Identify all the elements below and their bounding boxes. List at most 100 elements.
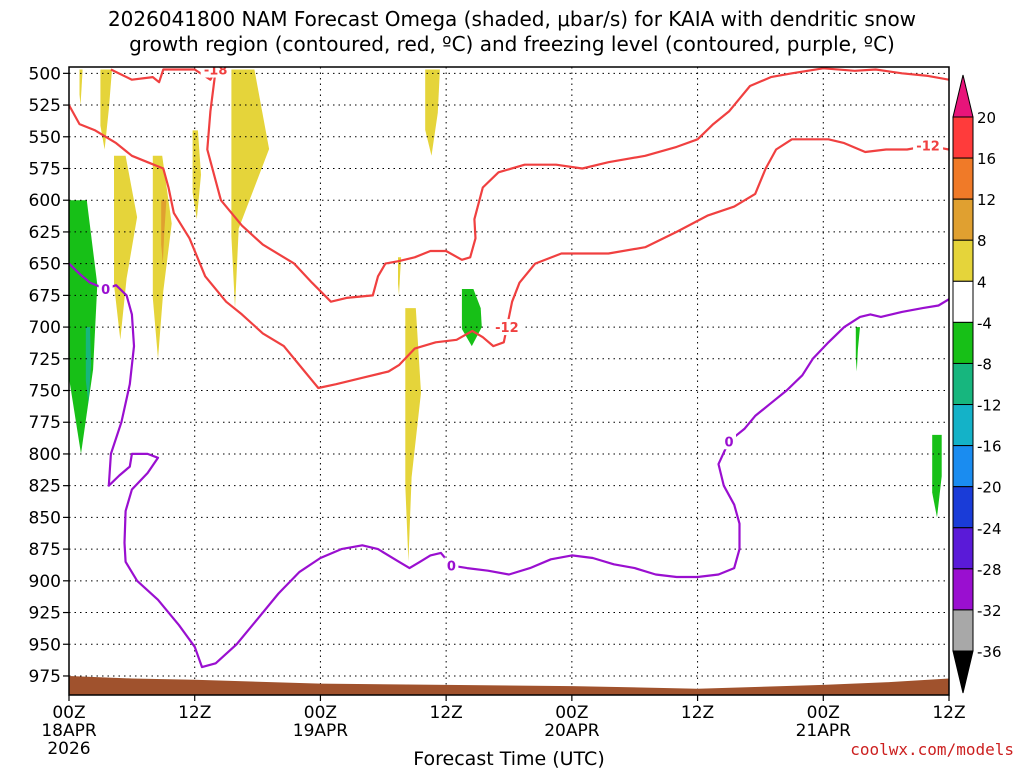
omega-region-2-2 (855, 327, 860, 372)
freezing-level-contour-label: 0 (101, 283, 110, 298)
y-tick-label: 850 (29, 508, 61, 528)
freezing-level-contour-label: 0 (724, 435, 733, 450)
colorbar-swatch (952, 157, 974, 200)
y-tick-label: 775 (29, 413, 61, 433)
colorbar-swatch (952, 198, 974, 241)
colorbar-tick-label: 8 (977, 232, 987, 250)
y-tick-label: 500 (29, 64, 61, 84)
y-tick-label: 625 (29, 223, 61, 243)
dendritic-zone-contour-line (110, 67, 949, 303)
x-tick-label: 12Z (932, 703, 965, 723)
colorbar-tick-label: -4 (977, 314, 992, 332)
y-tick-label: 600 (29, 191, 61, 211)
x-tick-label: 00Z (807, 703, 840, 723)
dendritic-zone-contour-label: -12 (495, 321, 519, 336)
plot-frame (68, 66, 950, 696)
omega-region-0-8 (405, 308, 421, 562)
dendritic-zone-contour-label-bg (913, 137, 944, 154)
y-tick-label: 900 (29, 572, 61, 592)
y-tick-label: 550 (29, 128, 61, 148)
colorbar-tick-label: -8 (977, 355, 992, 373)
freezing-level-contour-line (69, 262, 949, 669)
y-tick-label: 825 (29, 477, 61, 497)
terrain-ground (69, 676, 949, 695)
colorbar-tick-label: 20 (977, 109, 996, 127)
omega-region-0-5 (231, 69, 270, 309)
y-tick-label: 975 (29, 667, 61, 687)
freezing-level-contour-label-bg (444, 557, 459, 574)
colorbar-tick-label: -20 (977, 479, 1002, 497)
x-tick-label: 00Z (304, 703, 337, 723)
colorbar-tick-label: 16 (977, 150, 996, 168)
omega-region-2-0 (69, 200, 98, 454)
colorbar-swatch (952, 445, 974, 488)
y-tick-label: 675 (29, 286, 61, 306)
x-tick-label: 12Z (178, 703, 211, 723)
x-tick-label: 12Z (681, 703, 714, 723)
x-tick-label: 00Z (555, 703, 588, 723)
temperature-contours: -18 -12 -12 0 0 0 (69, 64, 949, 669)
y-axis-pressure-ticks: 500 525 550 575 600 625 650 675 700 725 750 775 800 8… (29, 64, 69, 687)
y-tick-label: 650 (29, 255, 61, 275)
x-tick-label: 19APR (293, 721, 349, 741)
colorbar-swatch (952, 239, 974, 282)
colorbar-tick-label: -24 (977, 520, 1002, 538)
freezing-level-contour-label-bg (722, 433, 736, 450)
colorbar-tick-label: -36 (977, 643, 1002, 661)
colorbar-tick-label: -12 (977, 397, 1002, 415)
dendritic-zone-contour-label: -18 (204, 64, 228, 79)
colorbar: 20 16 12 8 4 -4 -8 -12 -16 -20 -24 -28 -32 -36 (952, 74, 1002, 694)
omega-region-0-1 (100, 69, 112, 150)
colorbar-swatch (952, 404, 974, 447)
dendritic-zone-contour-line (69, 104, 949, 390)
x-tick-label: 20APR (544, 721, 600, 741)
colorbar-swatch (952, 486, 974, 529)
x-tick-label: 12Z (430, 703, 463, 723)
omega-region-0-4 (192, 130, 201, 220)
colorbar-swatch (952, 116, 974, 159)
colorbar-swatch (952, 527, 974, 570)
omega-region-0-7 (398, 257, 402, 296)
colorbar-top-arrow (952, 74, 974, 118)
y-tick-label: 725 (29, 350, 61, 370)
credit-link[interactable]: coolwx.com/models (850, 740, 1014, 759)
omega-region-0-0 (79, 69, 83, 106)
colorbar-tick-label: -28 (977, 561, 1002, 579)
y-tick-label: 575 (29, 159, 61, 179)
colorbar-tick-label: 4 (977, 273, 987, 291)
freezing-level-contour-label: 0 (447, 560, 456, 575)
omega-region-3-0 (85, 327, 91, 404)
colorbar-swatch (952, 362, 974, 406)
colorbar-swatch (952, 321, 974, 364)
y-tick-label: 950 (29, 635, 61, 655)
colorbar-swatch (952, 609, 974, 652)
y-tick-label: 800 (29, 445, 61, 465)
chart-title-line-2: growth region (contoured, red, ºC) and f… (129, 32, 895, 56)
colorbar-tick-label: -32 (977, 602, 1002, 620)
y-tick-label: 700 (29, 318, 61, 338)
x-tick-label: 2026 (47, 739, 90, 759)
y-tick-label: 750 (29, 382, 61, 402)
omega-region-2-1 (461, 289, 482, 347)
plot-background (69, 67, 949, 695)
x-tick-label: 00Z (52, 703, 85, 723)
dendritic-zone-contour-label-bg (200, 67, 231, 78)
x-axis-label: Forecast Time (UTC) (413, 748, 604, 768)
dendritic-zone-contour-label: -12 (916, 140, 940, 155)
colorbar-tick-label: 12 (977, 191, 996, 209)
omega-region-0-2 (114, 155, 138, 340)
colorbar-bottom-arrow (952, 650, 974, 694)
freezing-level-contour-label-bg (98, 281, 113, 298)
colorbar-swatch (952, 280, 974, 323)
dendritic-zone-contour-label-bg (491, 319, 522, 336)
y-tick-label: 525 (29, 96, 61, 116)
terrain-fill (69, 676, 949, 695)
x-tick-label: 18APR (41, 721, 97, 741)
y-tick-label: 925 (29, 604, 61, 624)
omega-shading-layer (69, 69, 942, 562)
chart-title-line-1: 2026041800 NAM Forecast Omega (shaded, μ… (108, 7, 916, 31)
omega-region-0-3 (152, 155, 172, 359)
omega-region-0-6 (425, 69, 440, 156)
